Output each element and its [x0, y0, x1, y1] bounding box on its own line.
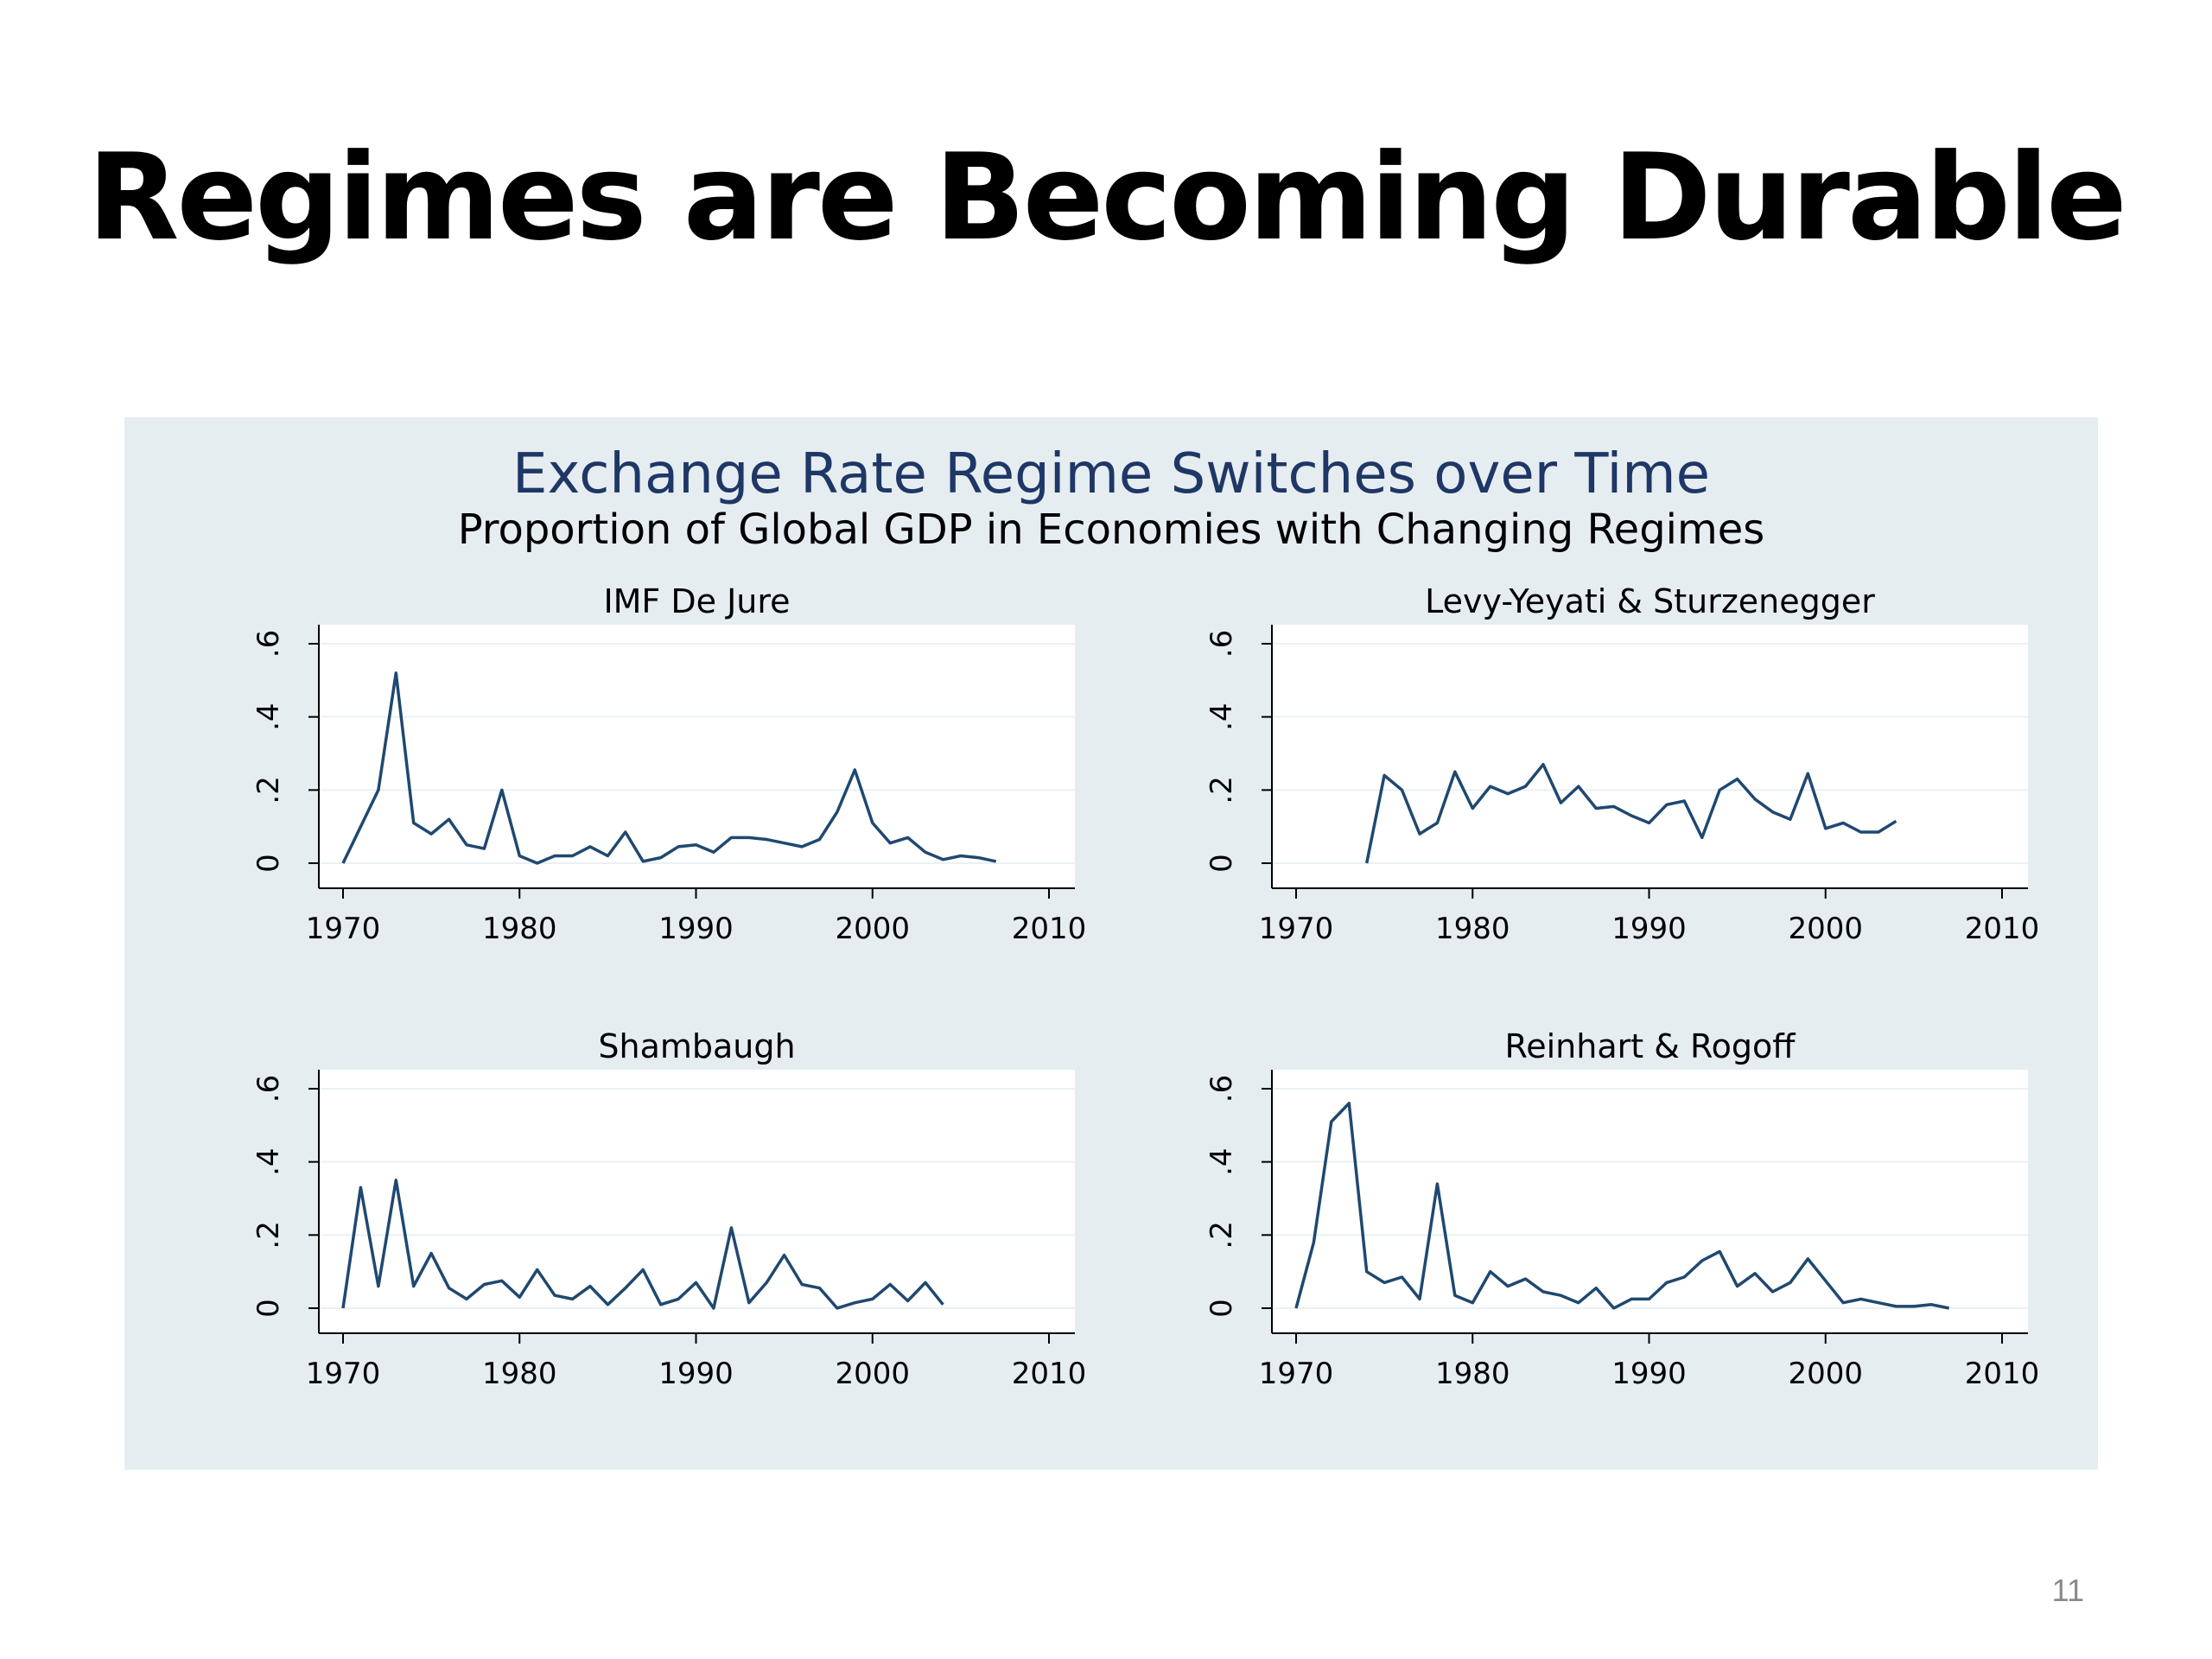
y-tick-label-4-3: .6	[1205, 1075, 1239, 1103]
series-line-1	[341, 671, 997, 865]
y-tick-label-3-2: .4	[251, 1147, 286, 1175]
x-tick-label-1-4: 2010	[1012, 912, 1087, 946]
x-tick-label-1-0: 1970	[306, 912, 381, 946]
x-tick-label-1-3: 2000	[835, 912, 910, 946]
plot-area-3	[319, 1070, 1075, 1333]
x-tick-label-4-1: 1980	[1435, 1357, 1510, 1391]
y-tick-label-1-3: .6	[251, 630, 286, 658]
subplot-title-1: IMF De Jure	[603, 582, 790, 620]
x-tick-label-3-3: 2000	[835, 1357, 910, 1391]
x-tick-label-3-2: 1990	[658, 1357, 734, 1391]
series-line-2	[1364, 762, 1897, 864]
y-tick-label-1-2: .4	[251, 702, 286, 730]
x-tick-label-2-0: 1970	[1259, 912, 1334, 946]
page-number: 11	[2051, 1573, 2084, 1608]
figure-subtitle: Proportion of Global GDP in Economies wi…	[457, 505, 1765, 554]
x-tick-label-1-1: 1980	[482, 912, 557, 946]
figure-panel: Exchange Rate Regime Switches over Time …	[124, 417, 2098, 1470]
x-tick-label-3-0: 1970	[306, 1357, 381, 1391]
y-tick-label-4-1: .2	[1205, 1221, 1239, 1249]
x-tick-label-4-3: 2000	[1788, 1357, 1863, 1391]
plot-area-4	[1272, 1070, 2028, 1333]
x-tick-label-2-2: 1990	[1611, 912, 1687, 946]
y-tick-label-4-0: 0	[1205, 1299, 1239, 1318]
subplot-title-2: Levy-Yeyati & Sturzenegger	[1425, 582, 1875, 620]
y-tick-label-2-3: .6	[1205, 630, 1239, 658]
plot-area-1	[319, 625, 1075, 888]
x-tick-label-4-4: 2010	[1965, 1357, 2040, 1391]
series-line-3	[341, 1179, 944, 1310]
y-tick-label-2-0: 0	[1205, 854, 1239, 873]
figure-title: Exchange Rate Regime Switches over Time	[512, 442, 1710, 506]
y-tick-label-3-1: .2	[251, 1221, 286, 1249]
x-tick-label-4-2: 1990	[1611, 1357, 1687, 1391]
x-tick-label-2-3: 2000	[1788, 912, 1863, 946]
x-tick-label-2-4: 2010	[1965, 912, 2040, 946]
y-tick-label-4-2: .4	[1205, 1147, 1239, 1175]
y-tick-label-2-1: .2	[1205, 776, 1239, 804]
x-tick-label-3-1: 1980	[482, 1357, 557, 1391]
x-tick-label-2-1: 1980	[1435, 912, 1510, 946]
x-tick-label-4-0: 1970	[1259, 1357, 1334, 1391]
subplot-title-4: Reinhart & Rogoff	[1505, 1027, 1796, 1065]
slide-title: Regimes are Becoming Durable	[87, 128, 2127, 267]
y-tick-label-3-0: 0	[251, 1299, 286, 1318]
charts-svg: IMF De Jure 0 .2 .4 .6 1970 1980 1990 2000 2010 Le…	[251, 582, 2040, 1391]
subplot-title-3: Shambaugh	[598, 1027, 795, 1065]
y-tick-label-1-1: .2	[251, 776, 286, 804]
plot-area-2	[1272, 625, 2028, 888]
series-line-4	[1294, 1102, 1950, 1310]
y-tick-label-1-0: 0	[251, 854, 286, 873]
y-tick-label-3-3: .6	[251, 1075, 286, 1103]
x-tick-label-3-4: 2010	[1012, 1357, 1087, 1391]
x-tick-label-1-2: 1990	[658, 912, 734, 946]
y-tick-label-2-2: .4	[1205, 702, 1239, 730]
